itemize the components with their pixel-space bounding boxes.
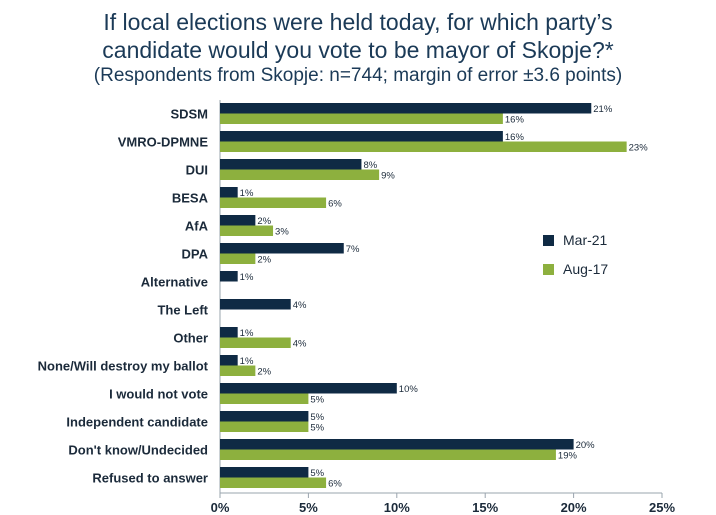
bar-mar-21-none-will-destroy-my-ballot	[220, 355, 238, 366]
bar-aug-17-besa	[220, 197, 327, 208]
value-label-aug-17-afa: 3%	[275, 227, 289, 238]
bar-aug-17-none-will-destroy-my-ballot	[220, 365, 256, 376]
x-tick-label-25: 25%	[649, 500, 675, 515]
bar-aug-17-dpa	[220, 253, 256, 264]
bar-mar-21-i-would-not-vote	[220, 383, 397, 394]
value-label-aug-17-independent-candidate: 5%	[310, 423, 324, 434]
value-label-mar-21-vmro-dpmne: 16%	[505, 132, 525, 143]
bar-mar-21-dui	[220, 159, 362, 170]
category-label-vmro-dpmne: VMRO-DPMNE	[118, 135, 209, 150]
value-label-mar-21-afa: 2%	[257, 216, 271, 227]
bar-mar-21-afa	[220, 215, 256, 226]
category-label-i-would-not-vote: I would not vote	[109, 387, 208, 402]
value-label-aug-17-other: 4%	[293, 339, 307, 350]
category-label-don-t-know-undecided: Don't know/Undecided	[68, 443, 208, 458]
bar-mar-21-besa	[220, 187, 238, 198]
x-tick-label-5: 5%	[299, 500, 318, 515]
x-tick-label-10: 10%	[384, 500, 410, 515]
value-label-mar-21-alternative: 1%	[240, 272, 254, 283]
value-label-aug-17-dui: 9%	[381, 171, 395, 182]
bar-aug-17-sdsm	[220, 113, 503, 124]
value-label-aug-17-sdsm: 16%	[505, 115, 525, 126]
value-label-aug-17-vmro-dpmne: 23%	[629, 143, 649, 154]
bar-aug-17-independent-candidate	[220, 421, 309, 432]
legend-swatch-mar-21	[543, 235, 554, 246]
value-label-aug-17-don-t-know-undecided: 19%	[558, 451, 578, 462]
bar-mar-21-don-t-know-undecided	[220, 439, 574, 450]
bar-aug-17-dui	[220, 169, 380, 180]
value-label-mar-21-independent-candidate: 5%	[310, 412, 324, 423]
value-label-aug-17-none-will-destroy-my-ballot: 2%	[257, 367, 271, 378]
x-tick-label-20: 20%	[561, 500, 587, 515]
bar-mar-21-vmro-dpmne	[220, 131, 503, 142]
chart-subtitle: (Respondents from Skopje: n=744; margin …	[93, 65, 623, 86]
bar-aug-17-afa	[220, 225, 274, 236]
category-label-alternative: Alternative	[141, 275, 208, 290]
value-label-aug-17-besa: 6%	[328, 199, 342, 210]
value-label-aug-17-refused-to-answer: 6%	[328, 479, 342, 490]
bar-mar-21-independent-candidate	[220, 411, 309, 422]
value-label-aug-17-i-would-not-vote: 5%	[310, 395, 324, 406]
bar-mar-21-other	[220, 327, 238, 338]
bar-mar-21-refused-to-answer	[220, 467, 309, 478]
bar-aug-17-i-would-not-vote	[220, 393, 309, 404]
bar-aug-17-vmro-dpmne	[220, 141, 627, 152]
category-label-dpa: DPA	[182, 247, 209, 262]
category-label-dui: DUI	[186, 163, 208, 178]
category-label-the-left: The Left	[157, 303, 208, 318]
category-label-independent-candidate: Independent candidate	[66, 415, 208, 430]
value-label-mar-21-don-t-know-undecided: 20%	[576, 440, 596, 451]
value-label-mar-21-other: 1%	[240, 328, 254, 339]
bar-mar-21-the-left	[220, 299, 291, 310]
chart-title-line-2: candidate would you vote to be mayor of …	[102, 37, 614, 63]
value-label-mar-21-sdsm: 21%	[593, 104, 613, 115]
bar-aug-17-refused-to-answer	[220, 477, 327, 488]
bar-mar-21-sdsm	[220, 103, 592, 114]
category-label-afa: AfA	[185, 219, 209, 234]
legend-label-mar-21: Mar-21	[563, 232, 608, 248]
value-label-mar-21-dui: 8%	[363, 160, 377, 171]
bar-mar-21-dpa	[220, 243, 344, 254]
value-label-mar-21-besa: 1%	[240, 188, 254, 199]
x-tick-label-0: 0%	[211, 500, 230, 515]
category-label-sdsm: SDSM	[170, 107, 208, 122]
category-label-none-will-destroy-my-ballot: None/Will destroy my ballot	[38, 359, 209, 374]
category-label-besa: BESA	[172, 191, 209, 206]
value-label-mar-21-the-left: 4%	[293, 300, 307, 311]
bar-aug-17-other	[220, 337, 291, 348]
value-label-mar-21-refused-to-answer: 5%	[310, 468, 324, 479]
bar-mar-21-alternative	[220, 271, 238, 282]
category-label-other: Other	[173, 331, 208, 346]
value-label-mar-21-dpa: 7%	[346, 244, 360, 255]
chart-title-line-1: If local elections were held today, for …	[103, 9, 613, 35]
x-tick-label-15: 15%	[472, 500, 498, 515]
legend-label-aug-17: Aug-17	[563, 261, 608, 277]
value-label-aug-17-dpa: 2%	[257, 255, 271, 266]
value-label-mar-21-i-would-not-vote: 10%	[399, 384, 419, 395]
category-label-refused-to-answer: Refused to answer	[92, 471, 208, 486]
bar-aug-17-don-t-know-undecided	[220, 449, 556, 460]
value-label-mar-21-none-will-destroy-my-ballot: 1%	[240, 356, 254, 367]
legend-swatch-aug-17	[543, 264, 554, 275]
